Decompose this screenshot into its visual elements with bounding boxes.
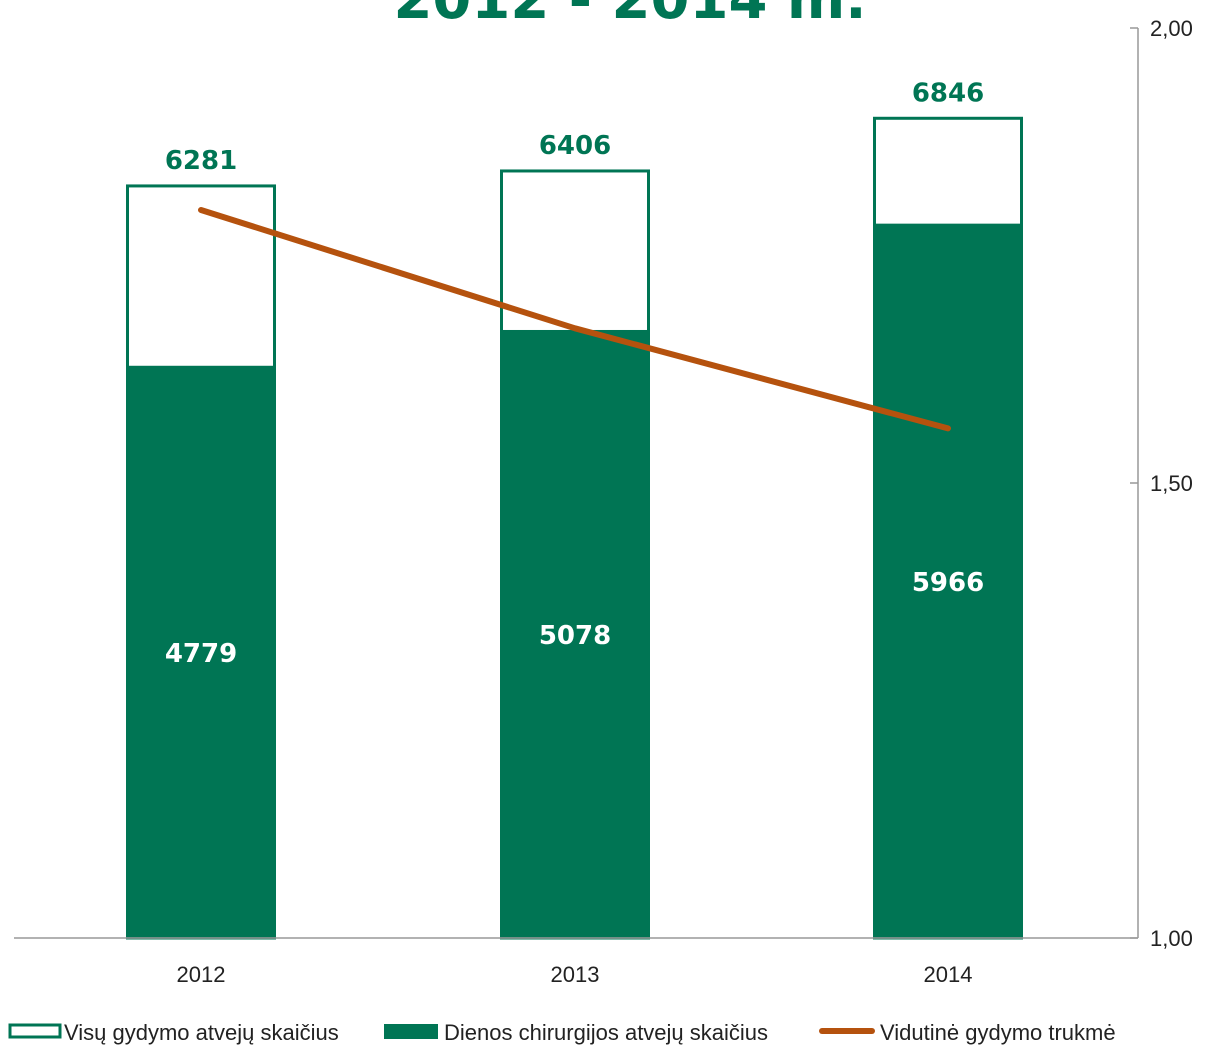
line-duration (198, 207, 951, 432)
line-layer (198, 207, 951, 432)
right-tick-label: 2,00 (1150, 16, 1193, 41)
legend-item-duration: Vidutinė gydymo trukmė (819, 1020, 1116, 1045)
legend: Visų gydymo atvejų skaičius Dienos chiru… (8, 1020, 1116, 1045)
label-day-surgery-2012: 4779 (165, 639, 237, 669)
legend-label-day-surgery: Dienos chirurgijos atvejų skaičius (444, 1020, 768, 1045)
label-total-2012: 6281 (165, 146, 237, 176)
right-tick-label: 1,50 (1150, 471, 1193, 496)
legend-swatch-outline (8, 1023, 62, 1039)
chart-title: 2012 - 2014 m. (393, 0, 866, 32)
right-axis-ticks: 1,00 1,50 2,00 (1130, 16, 1193, 951)
category-labels: 2012 2013 2014 (177, 962, 973, 987)
bar-day-surgery-2014 (873, 223, 1023, 938)
legend-label-total: Visų gydymo atvejų skaičius (64, 1020, 339, 1045)
legend-label-duration: Vidutinė gydymo trukmė (880, 1020, 1116, 1045)
legend-item-total: Visų gydymo atvejų skaičius (8, 1020, 339, 1045)
legend-swatch-fill (384, 1024, 438, 1039)
legend-item-day-surgery: Dienos chirurgijos atvejų skaičius (384, 1020, 768, 1045)
label-day-surgery-2013: 5078 (539, 621, 611, 651)
category-label-2012: 2012 (177, 962, 226, 987)
bar-day-surgery-2013 (500, 329, 650, 938)
label-total-2014: 6846 (912, 78, 984, 108)
label-total-2013: 6406 (539, 131, 611, 161)
right-tick-label: 1,00 (1150, 926, 1193, 951)
category-label-2014: 2014 (924, 962, 973, 987)
bar-day-surgery-2012 (126, 365, 276, 939)
label-day-surgery-2014: 5966 (912, 568, 984, 598)
bars-group: 6281 4779 6406 5078 6846 5966 (126, 78, 1023, 940)
category-label-2013: 2013 (551, 962, 600, 987)
